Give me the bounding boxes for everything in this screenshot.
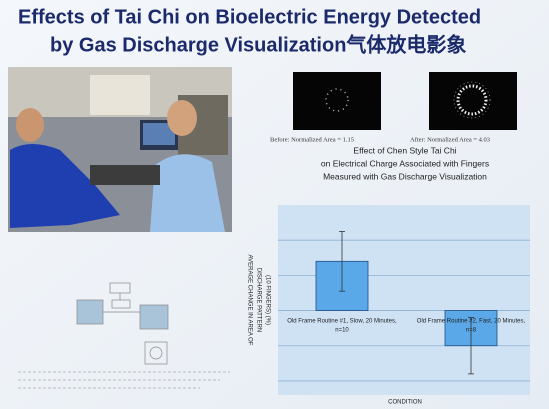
gdv-image-after	[429, 72, 517, 130]
x-tick-label: Old Frame Routine #1, Slow, 20 Minutes,	[287, 319, 397, 325]
chart-title-line: Measured with Gas Discharge Visualizatio…	[323, 171, 487, 181]
slide-title-line: by Gas Discharge Visualization气体放电影象	[50, 32, 466, 56]
diagram-sketch	[18, 282, 230, 389]
y-axis-label: (10 FINGERS) (%)	[264, 275, 270, 325]
x-tick-label: Old Frame Routine #2, Fast, 20 Minutes,	[417, 319, 526, 325]
photo	[8, 67, 232, 232]
gdv-image-before	[293, 72, 381, 130]
y-axis-label: DISCHARGE PATTERN	[255, 268, 261, 332]
chart-title-line: Effect of Chen Style Tai Chi	[353, 145, 456, 155]
chart-title-line: on Electrical Charge Associated with Fin…	[321, 158, 489, 168]
slide-title-line: Effects of Tai Chi on Bioelectric Energy…	[18, 6, 481, 28]
x-tick-note: n=10	[335, 328, 349, 334]
x-axis-label: CONDITION	[388, 400, 422, 406]
chart: Effect of Chen Style Tai Chi on Electrica…	[246, 145, 530, 406]
y-axis-label: AVERAGE CHANGE IN AREA OF	[246, 255, 252, 346]
x-tick-note: n=8	[466, 328, 477, 334]
image-caption: After: Normalized Area = 4.03	[410, 136, 490, 143]
image-caption: Before: Normalized Area = 1.15	[270, 136, 354, 143]
